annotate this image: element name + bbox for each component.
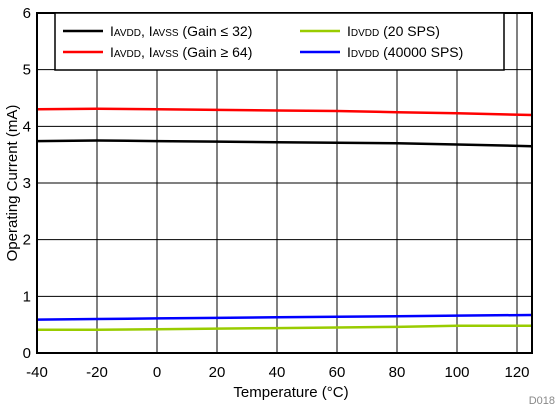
- x-tick-label: 40: [269, 364, 286, 381]
- legend-label: IAVDD, IAVSS (Gain ≥ 64): [110, 44, 252, 60]
- y-tick-label: 6: [23, 5, 31, 22]
- y-tick-label: 0: [23, 345, 31, 362]
- legend-label: IDVDD (20 SPS): [347, 23, 440, 39]
- y-tick-label: 4: [23, 118, 31, 135]
- x-tick-label: 80: [389, 364, 406, 381]
- y-tick-label: 5: [23, 62, 31, 79]
- series-line: [36, 139, 533, 148]
- x-tick-label: 100: [444, 364, 469, 381]
- legend-entry: IAVDD, IAVSS (Gain ≥ 64): [63, 44, 252, 60]
- x-tick-labels: -40 -20 0 20 40 60 80 100 120: [26, 364, 529, 381]
- x-tick-label: 120: [504, 364, 529, 381]
- x-tick-label: -20: [86, 364, 108, 381]
- figure-id: D018: [529, 395, 555, 407]
- legend-entry: IAVDD, IAVSS (Gain ≤ 32): [63, 23, 252, 39]
- series-line: [37, 324, 532, 332]
- legend-entry: IDVDD (20 SPS): [300, 23, 440, 39]
- legend-label: IDVDD (40000 SPS): [347, 44, 463, 60]
- x-tick-label: -40: [26, 364, 48, 381]
- y-tick-label: 1: [23, 288, 31, 305]
- y-tick-label: 3: [23, 175, 31, 192]
- legend-box: [54, 12, 505, 71]
- series-line: [36, 107, 533, 117]
- y-tick-labels: 0 1 2 3 4 5 6: [23, 5, 31, 362]
- series-lines: [36, 107, 533, 332]
- series-line: [36, 313, 533, 321]
- x-tick-label: 0: [153, 364, 161, 381]
- legend: IAVDD, IAVSS (Gain ≤ 32) IAVDD, IAVSS (Ga…: [54, 12, 505, 71]
- x-axis-label: Temperature (°C): [233, 384, 348, 401]
- y-tick-label: 2: [23, 232, 31, 249]
- y-axis-label: Operating Current (mA): [4, 105, 21, 262]
- x-tick-label: 20: [209, 364, 226, 381]
- legend-label: IAVDD, IAVSS (Gain ≤ 32): [110, 23, 252, 39]
- x-tick-label: 60: [329, 364, 346, 381]
- legend-entry: IDVDD (40000 SPS): [300, 44, 463, 60]
